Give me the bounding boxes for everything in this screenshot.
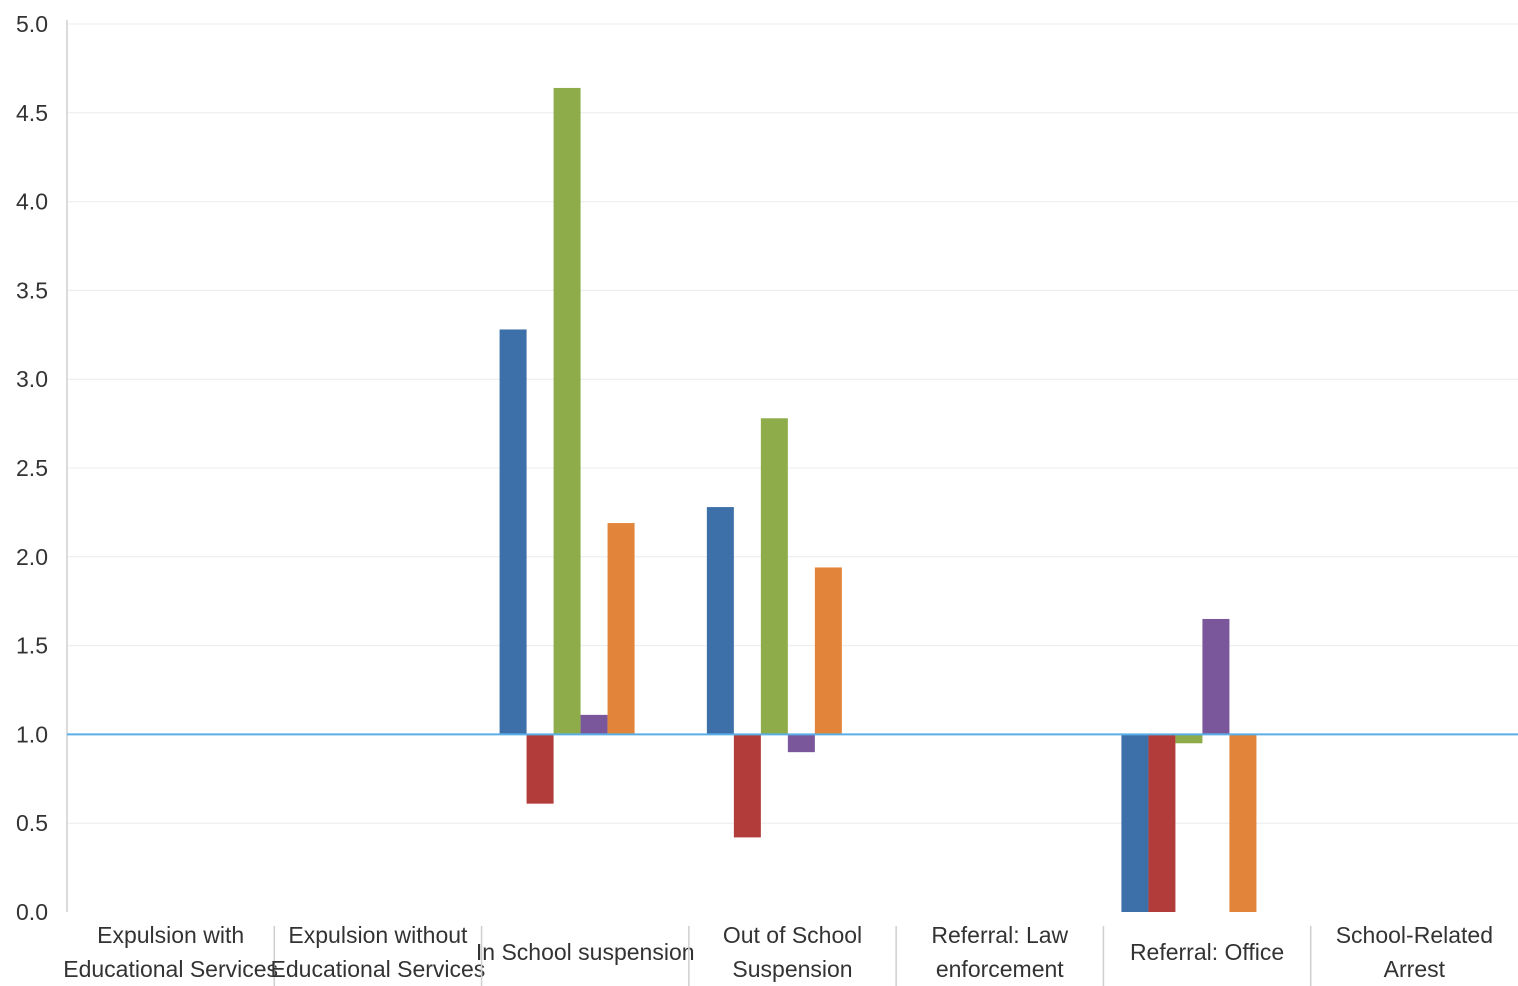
bars (499, 87, 1257, 912)
bar (733, 734, 761, 838)
y-tick-label: 0.5 (16, 810, 48, 836)
x-category-label: enforcement (936, 956, 1064, 982)
x-category-label: Educational Services (63, 956, 278, 982)
bar (787, 734, 815, 753)
y-tick-label: 4.5 (16, 100, 48, 126)
bar (607, 523, 635, 735)
y-tick-label: 1.5 (16, 633, 48, 659)
y-tick-label: 2.5 (16, 455, 48, 481)
bar (1148, 734, 1176, 912)
bar (499, 329, 527, 735)
y-tick-label: 0.0 (16, 899, 48, 925)
x-category-label: Referral: Law (931, 922, 1068, 948)
y-tick-label: 2.0 (16, 544, 48, 570)
bar (814, 567, 842, 735)
y-tick-label: 3.5 (16, 277, 48, 303)
bar (580, 714, 608, 735)
x-category-label: Arrest (1384, 956, 1446, 982)
x-category-label: Out of School (723, 922, 862, 948)
y-axis: 0.0 0.5 1.0 1.5 2.0 2.5 3.0 3.5 4.0 4.5 5.0 (16, 11, 68, 925)
x-category-label: Educational Services (271, 956, 486, 982)
x-category-label: School-Related (1336, 922, 1493, 948)
bar (1202, 618, 1230, 735)
x-category-label: Expulsion with (97, 922, 244, 948)
y-tick-label: 1.0 (16, 721, 48, 747)
bar (706, 507, 734, 735)
bar (1229, 734, 1257, 912)
y-tick-label: 5.0 (16, 11, 48, 37)
x-category-label: Suspension (732, 956, 852, 982)
bar (1121, 734, 1149, 912)
bar (553, 87, 581, 735)
y-tick-label: 4.0 (16, 189, 48, 215)
x-category-label: Referral: Office (1130, 939, 1284, 965)
gridlines (67, 23, 1518, 824)
bar (1175, 734, 1203, 744)
x-axis: Expulsion with Educational Services Expuls… (63, 922, 1493, 986)
y-tick-label: 3.0 (16, 366, 48, 392)
bar (760, 418, 788, 735)
bar (526, 734, 554, 804)
x-category-label: In School suspension (476, 939, 695, 965)
x-category-label: Expulsion without (288, 922, 468, 948)
